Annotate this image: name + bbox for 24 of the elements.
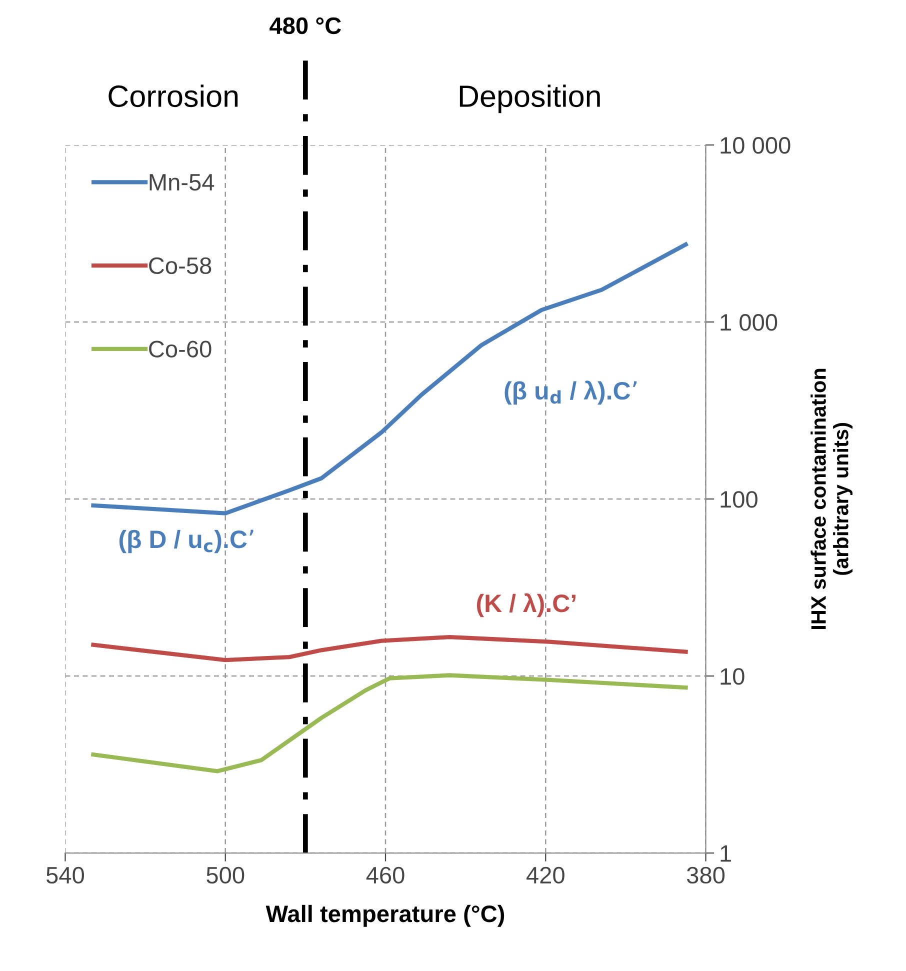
x-axis-title: Wall temperature (°C) (266, 904, 504, 927)
ref-line-label: 480 °C (270, 17, 342, 34)
x-tick-label: 420 (526, 866, 564, 884)
annotation: (β u$_{d}$ / λ).C’ (504, 380, 637, 405)
y-tick-label: 1 000 (720, 314, 778, 331)
x-tick-label: 500 (206, 866, 244, 884)
text: Corrosion (108, 84, 238, 108)
y-axis-title: IHX surface contamination (arbitrary units) (810, 368, 852, 629)
y-tick-label: 10 (720, 668, 744, 685)
line-series (91, 634, 688, 662)
text: Deposition (460, 84, 600, 114)
x-tick-label: 380 (686, 866, 725, 884)
legend-label: Mn-54 (150, 174, 214, 191)
x-tick-label: 540 (46, 866, 84, 884)
line-series (91, 673, 688, 774)
legend-label: Co-58 (149, 257, 212, 274)
x-tick-label: 460 (366, 866, 404, 884)
line-series (91, 242, 688, 516)
annotation: (K / λ).C’ (476, 593, 576, 618)
y-tick-label: 1 (720, 845, 731, 862)
legend-label: Co-60 (149, 340, 212, 358)
y-tick-label: 10 000 (720, 137, 790, 154)
y-tick-label: 100 (720, 491, 758, 508)
annotation: (β D / u$_{c}$).C’ (119, 530, 254, 554)
